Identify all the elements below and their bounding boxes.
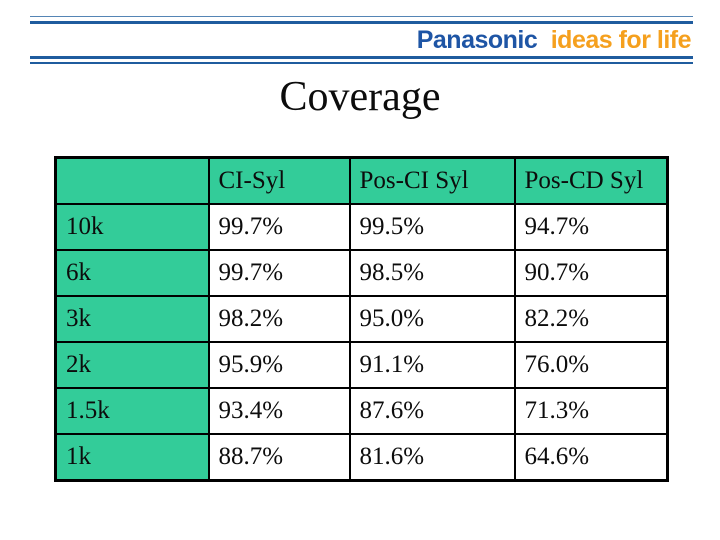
cell-3k-pos-cd-syl: 82.2% [513, 295, 669, 343]
cell-3k-pos-ci-syl: 95.0% [348, 295, 516, 343]
cell-10k-ci-syl: 99.7% [207, 203, 351, 251]
table-row-10k: 10k 99.7% 99.5% 94.7% [54, 203, 669, 251]
cell-1k-ci-syl: 88.7% [207, 433, 351, 482]
header-cell-pos-cd-syl: Pos-CD Syl [513, 156, 669, 205]
cell-1-5k-pos-ci-syl: 87.6% [348, 387, 516, 435]
cell-6k-pos-ci-syl: 98.5% [348, 249, 516, 297]
header-cell-pos-ci-syl: Pos-CI Syl [348, 156, 516, 205]
top-rule-thick [30, 21, 693, 24]
row-label-1-5k: 1.5k [54, 387, 210, 435]
bottom-rule-thick [30, 56, 693, 59]
row-label-10k: 10k [54, 203, 210, 251]
row-label-6k: 6k [54, 249, 210, 297]
panasonic-logo: Panasonic ideas for life [416, 26, 692, 54]
cell-3k-ci-syl: 98.2% [207, 295, 351, 343]
top-rule-thin [30, 16, 693, 17]
cell-1-5k-pos-cd-syl: 71.3% [513, 387, 669, 435]
row-label-1k: 1k [54, 433, 210, 482]
row-label-3k: 3k [54, 295, 210, 343]
logo-brand-text: Panasonic [416, 26, 538, 54]
bottom-rule-thin [30, 62, 693, 64]
cell-2k-pos-ci-syl: 91.1% [348, 341, 516, 389]
coverage-table: CI-Syl Pos-CI Syl Pos-CD Syl 10k 99.7% 9… [54, 156, 669, 482]
cell-10k-pos-cd-syl: 94.7% [513, 203, 669, 251]
slide-title: Coverage [279, 74, 441, 120]
table-row-1k: 1k 88.7% 81.6% 64.6% [54, 433, 669, 482]
table-row-3k: 3k 98.2% 95.0% 82.2% [54, 295, 669, 343]
row-label-2k: 2k [54, 341, 210, 389]
cell-1k-pos-cd-syl: 64.6% [513, 433, 669, 482]
cell-2k-pos-cd-syl: 76.0% [513, 341, 669, 389]
header-cell-ci-syl: CI-Syl [207, 156, 351, 205]
header-cell-empty [54, 156, 210, 205]
cell-10k-pos-ci-syl: 99.5% [348, 203, 516, 251]
cell-6k-pos-cd-syl: 90.7% [513, 249, 669, 297]
logo-slogan-text: ideas for life [550, 26, 692, 54]
cell-1k-pos-ci-syl: 81.6% [348, 433, 516, 482]
cell-2k-ci-syl: 95.9% [207, 341, 351, 389]
cell-1-5k-ci-syl: 93.4% [207, 387, 351, 435]
table-row-1-5k: 1.5k 93.4% 87.6% 71.3% [54, 387, 669, 435]
table-row-6k: 6k 99.7% 98.5% 90.7% [54, 249, 669, 297]
table-header-row: CI-Syl Pos-CI Syl Pos-CD Syl [54, 156, 669, 205]
cell-6k-ci-syl: 99.7% [207, 249, 351, 297]
table-row-2k: 2k 95.9% 91.1% 76.0% [54, 341, 669, 389]
